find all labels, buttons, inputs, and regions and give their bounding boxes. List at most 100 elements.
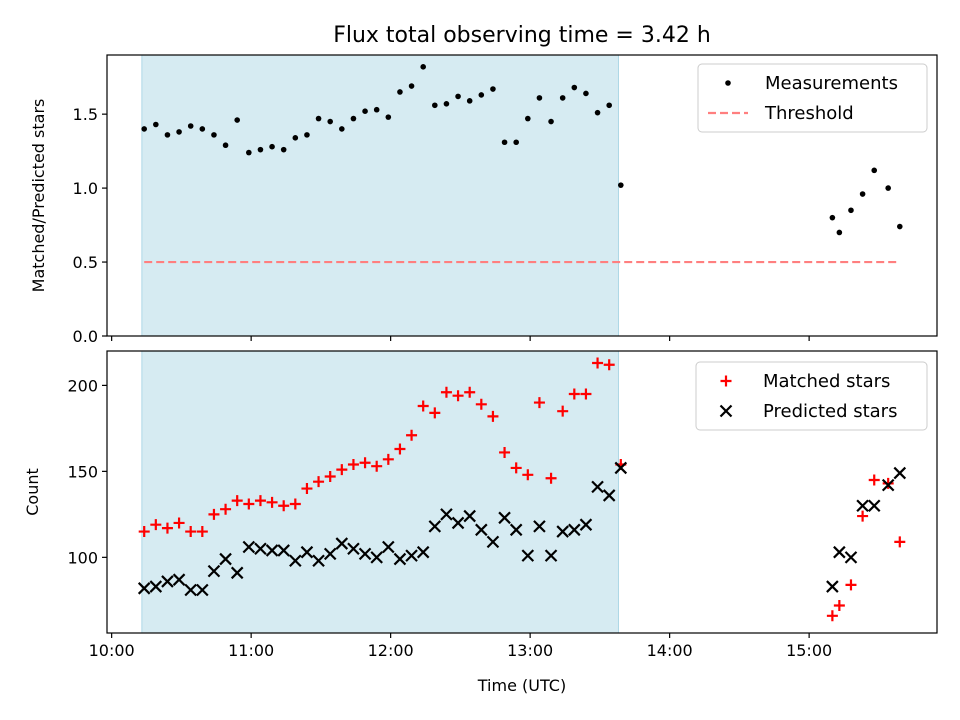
measurements-point xyxy=(525,115,531,122)
legend-matched-stars-label: Matched stars xyxy=(763,371,890,392)
predicted-stars-point xyxy=(591,480,604,494)
measurements-point xyxy=(432,102,438,109)
matched-stars-point xyxy=(857,510,869,522)
bottom-panel: 100 150 200 10:00 11:00 12:00 13:00 14:00 15:00 C… xyxy=(23,350,938,660)
measurements-point xyxy=(269,143,275,150)
matched-stars-point xyxy=(336,464,348,476)
predicted-stars-point xyxy=(614,461,628,475)
measurements-point xyxy=(513,139,519,146)
matched-stars-point xyxy=(557,405,569,417)
predicted-stars-point xyxy=(184,583,197,597)
measurements-point xyxy=(327,118,333,125)
legend-box xyxy=(695,361,928,431)
predicted-stars-point xyxy=(405,549,418,562)
matched-stars-point xyxy=(464,386,476,398)
matched-stars-point xyxy=(475,398,487,410)
predicted-stars-point xyxy=(242,540,256,554)
matched-stars-point xyxy=(440,386,452,398)
legend-measurements-label: Measurements xyxy=(765,73,898,94)
matched-stars-point xyxy=(220,503,232,515)
matched-stars-point xyxy=(533,397,545,409)
measurements-point xyxy=(187,123,194,129)
matched-stars-point xyxy=(173,517,185,529)
measurements-point xyxy=(455,93,461,100)
matched-stars-point xyxy=(499,446,511,458)
predicted-stars-point xyxy=(265,544,279,557)
measurements-point xyxy=(234,117,240,123)
predicted-stars-point xyxy=(475,523,488,537)
measurements-point xyxy=(885,185,891,191)
predicted-stars-point xyxy=(196,583,209,597)
matched-stars-point xyxy=(150,519,162,531)
predicted-stars-point xyxy=(463,509,476,523)
predicted-stars-point xyxy=(172,573,186,586)
x-tick-label: 12:00 xyxy=(368,641,414,660)
matched-stars-point xyxy=(452,390,464,402)
measurements-point xyxy=(164,132,171,138)
matched-stars-point xyxy=(429,407,441,419)
matched-stars-point xyxy=(208,508,220,520)
predicted-stars-point xyxy=(521,549,535,562)
matched-stars-point xyxy=(324,471,336,483)
matched-stars-point xyxy=(138,526,150,538)
measurements-point xyxy=(501,139,508,146)
axes-frame xyxy=(106,54,938,337)
predicted-stars-point xyxy=(277,544,290,557)
y-tick-label: 150 xyxy=(67,462,98,481)
matched-stars-point xyxy=(603,359,615,371)
predicted-stars-point xyxy=(826,580,839,593)
measurements-point xyxy=(859,191,866,197)
predicted-stars-point xyxy=(844,551,858,564)
measurements-point xyxy=(443,101,450,107)
predicted-stars-point xyxy=(579,518,593,531)
matched-stars-point xyxy=(347,458,359,470)
measurements-point xyxy=(292,135,299,141)
x-tick-label: 14:00 xyxy=(647,641,693,660)
measurements-point xyxy=(315,115,322,122)
predicted-stars-point xyxy=(335,537,349,550)
measurements-point xyxy=(871,167,878,174)
predicted-stars-point xyxy=(833,545,846,559)
predicted-stars-point xyxy=(254,542,267,556)
predicted-stars-point xyxy=(393,552,407,566)
predicted-stars-point xyxy=(451,516,465,530)
measurements-point xyxy=(548,118,554,125)
measurements-point xyxy=(199,126,206,132)
chart-title: Flux total observing time = 3.42 h xyxy=(333,23,711,48)
predicted-stars-point xyxy=(867,499,881,513)
legend-measurements-marker xyxy=(725,80,731,86)
measurements-point xyxy=(257,146,264,153)
matched-stars-point xyxy=(266,496,278,508)
predicted-stars-point xyxy=(568,523,581,537)
matched-stars-point xyxy=(196,526,208,538)
matched-stars-point xyxy=(406,429,418,441)
x-tick-label: 13:00 xyxy=(507,641,553,660)
predicted-stars-point xyxy=(544,549,558,562)
matched-stars-point xyxy=(845,579,857,591)
matched-stars-point xyxy=(487,410,499,422)
predicted-stars-point xyxy=(289,554,302,568)
matched-stars-point xyxy=(231,495,243,507)
measurements-point xyxy=(571,84,578,91)
predicted-stars-point xyxy=(881,478,895,492)
predicted-stars-point xyxy=(486,535,500,549)
matched-stars-point xyxy=(394,443,406,455)
predicted-stars-point xyxy=(382,540,395,554)
measurements-point xyxy=(339,126,345,132)
y-tick-label: 100 xyxy=(67,548,98,567)
matched-stars-point xyxy=(568,388,580,400)
legend-matched-stars-marker xyxy=(720,375,732,387)
predicted-stars-point xyxy=(358,547,372,561)
measurements-point xyxy=(397,89,403,95)
measurements-point xyxy=(408,83,415,89)
predicted-stars-point xyxy=(440,508,453,521)
predicted-stars-point xyxy=(856,499,869,513)
predicted-stars-point xyxy=(300,545,314,559)
predicted-stars-point xyxy=(219,552,232,566)
matched-stars-point xyxy=(894,536,906,548)
x-tick-label: 11:00 xyxy=(228,641,274,660)
matched-stars-point xyxy=(161,522,173,534)
predicted-stars-point xyxy=(893,466,907,480)
measurements-point xyxy=(848,207,854,214)
